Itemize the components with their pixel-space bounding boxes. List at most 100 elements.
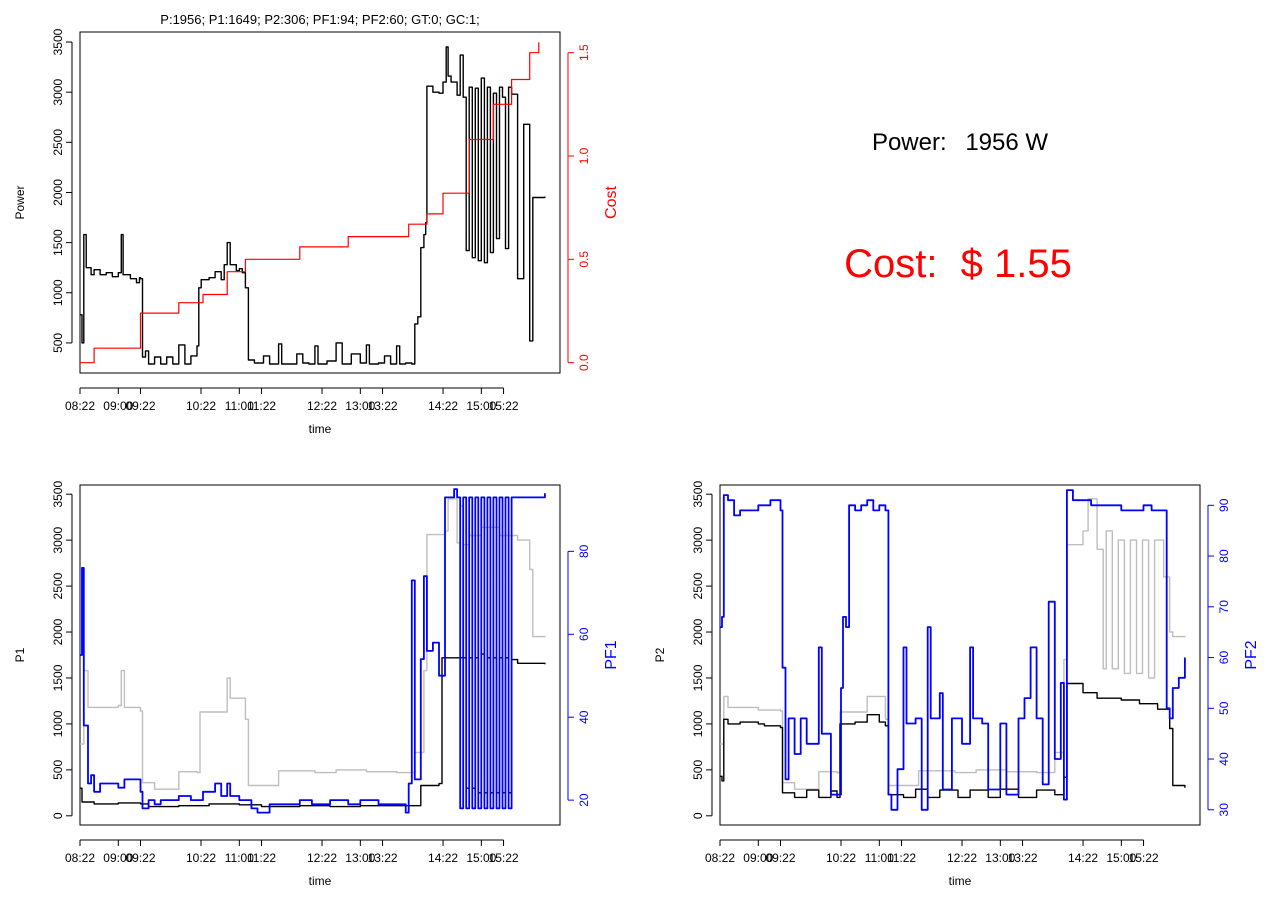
y2-tick-label: 1.0 (577, 147, 591, 164)
y-tick-label: 500 (51, 760, 65, 780)
y-tick-label: 3000 (51, 526, 65, 553)
y-tick-label: 2500 (691, 572, 705, 599)
x-tick-label: 09:00 (103, 399, 133, 413)
y-tick-label: 1000 (51, 279, 65, 306)
y2-tick-label: 50 (1217, 701, 1231, 715)
x-axis-label: time (949, 874, 972, 888)
y-tick-label: 500 (691, 760, 705, 780)
y-axis-label: P1 (13, 647, 27, 662)
y2-tick-label: 20 (577, 793, 591, 807)
x-tick-label: 09:00 (103, 851, 133, 865)
y2-tick-label: 1.5 (577, 44, 591, 61)
x-tick-label: 15:00 (466, 851, 496, 865)
y-tick-label: 1500 (691, 664, 705, 691)
y-tick-label: 500 (51, 333, 65, 353)
x-axis-label: time (309, 422, 332, 436)
x-tick-label: 09:00 (743, 851, 773, 865)
y-axis-label: Power (13, 185, 27, 219)
y2-tick-label: 80 (1217, 549, 1231, 563)
x-tick-label: 13:00 (985, 851, 1015, 865)
y-tick-label: 3500 (691, 481, 705, 508)
y2-tick-label: 0.5 (577, 251, 591, 268)
x-tick-label: 09:22 (125, 851, 155, 865)
x-tick-label: 14:22 (1068, 851, 1098, 865)
x-tick-label: 10:22 (826, 851, 856, 865)
x-tick-label: 08:22 (65, 399, 95, 413)
y2-tick-label: 90 (1217, 498, 1231, 512)
plot-frame (719, 484, 1201, 826)
x-tick-label: 11:00 (865, 851, 894, 865)
y2-tick-label: 40 (577, 710, 591, 724)
y-tick-label: 2500 (51, 129, 65, 156)
x-tick-label: 13:22 (368, 851, 398, 865)
series-line-cost (80, 42, 540, 364)
series-line-power (80, 46, 546, 365)
series-line-p2 (720, 682, 1186, 799)
y2-tick-label: 60 (1217, 651, 1231, 665)
x-tick-label: 09:22 (765, 851, 795, 865)
x-tick-label: 10:22 (186, 851, 216, 865)
power-value: 1956 W (965, 129, 1048, 156)
x-tick-label: 11:22 (247, 399, 276, 413)
x-tick-label: 13:22 (1008, 851, 1038, 865)
series-line-power (80, 498, 546, 790)
x-tick-label: 08:22 (705, 851, 735, 865)
power-readout: Power: 1956 W (872, 129, 1048, 156)
y-tick-label: 2000 (691, 618, 705, 645)
x-tick-label: 15:22 (1129, 851, 1159, 865)
y2-tick-label: 40 (1217, 752, 1231, 766)
plot-frame (79, 31, 561, 374)
x-tick-label: 15:00 (466, 399, 496, 413)
y-tick-label: 1500 (51, 229, 65, 256)
x-tick-label: 11:00 (225, 851, 254, 865)
x-tick-label: 14:22 (428, 399, 458, 413)
y-tick-label: 1000 (51, 710, 65, 737)
x-tick-label: 15:00 (1106, 851, 1136, 865)
x-tick-label: 11:22 (887, 851, 916, 865)
y-tick-label: 2500 (51, 572, 65, 599)
x-tick-label: 12:22 (307, 851, 337, 865)
y-tick-label: 0 (691, 812, 705, 819)
y2-tick-label: 60 (577, 627, 591, 641)
x-tick-label: 12:22 (307, 399, 337, 413)
x-axis-label: time (309, 874, 332, 888)
y2-tick-label: 30 (1217, 803, 1231, 817)
x-tick-label: 08:22 (65, 851, 95, 865)
x-tick-label: 12:22 (947, 851, 977, 865)
x-tick-label: 14:22 (428, 851, 458, 865)
chart-title: P:1956; P1:1649; P2:306; PF1:94; PF2:60;… (160, 12, 479, 27)
x-tick-label: 09:22 (125, 399, 155, 413)
y-tick-label: 3000 (51, 79, 65, 106)
y-tick-label: 1500 (51, 664, 65, 691)
x-tick-label: 13:00 (345, 399, 375, 413)
series-line-pf2 (720, 489, 1186, 811)
x-tick-label: 13:22 (368, 399, 398, 413)
cost-value: $ 1.55 (961, 242, 1072, 286)
y-tick-label: 3500 (51, 28, 65, 55)
x-tick-label: 15:22 (489, 399, 519, 413)
y2-axis-label: PF2 (1243, 640, 1260, 669)
x-tick-label: 15:22 (489, 851, 519, 865)
power-label: Power: (872, 129, 947, 156)
y-tick-label: 1000 (691, 710, 705, 737)
y2-axis-label: Cost (603, 186, 620, 219)
y2-tick-label: 0.0 (577, 354, 591, 371)
readout-panel: Power: 1956 W Cost: $ 1.55 (844, 129, 1072, 286)
y2-tick-label: 80 (577, 544, 591, 558)
x-tick-label: 11:22 (247, 851, 276, 865)
cost-label: Cost: (844, 242, 937, 286)
y-tick-label: 3000 (691, 526, 705, 553)
x-tick-label: 11:00 (225, 399, 254, 413)
series-line-pf1 (80, 488, 546, 814)
x-tick-label: 13:00 (345, 851, 375, 865)
y-tick-label: 2000 (51, 179, 65, 206)
y2-tick-label: 70 (1217, 600, 1231, 614)
x-tick-label: 10:22 (186, 399, 216, 413)
y-tick-label: 0 (51, 812, 65, 819)
y-tick-label: 2000 (51, 618, 65, 645)
y2-axis-label: PF1 (603, 640, 620, 669)
